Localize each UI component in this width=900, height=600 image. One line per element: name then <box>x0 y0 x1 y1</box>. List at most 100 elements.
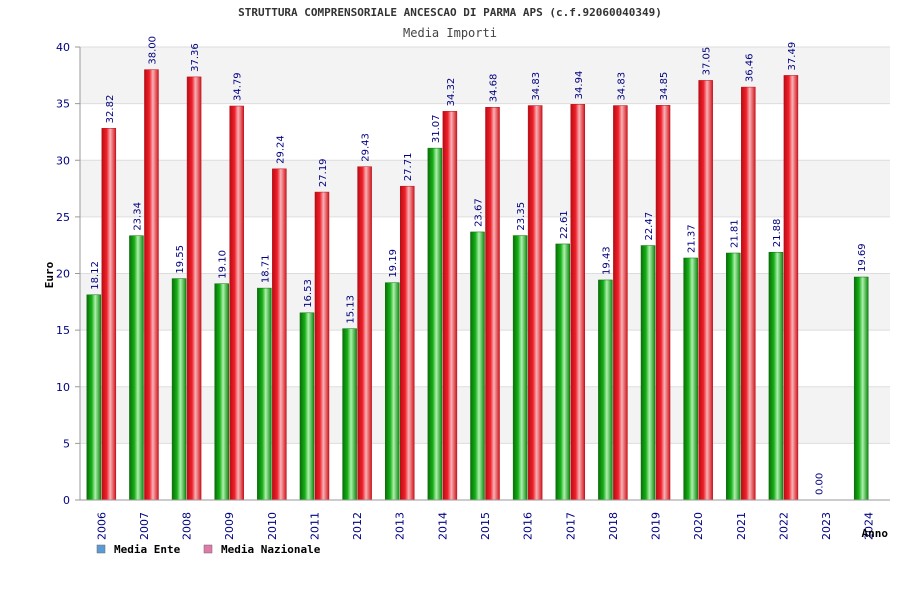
data-label-media-nazionale: 34.32 <box>446 78 457 107</box>
bar-media-nazionale <box>144 69 159 501</box>
bar-media-nazionale <box>613 105 628 501</box>
y-tick-labels: 0 5 10 15 20 25 30 35 40 <box>56 41 70 507</box>
bar-media-ente <box>555 243 571 501</box>
bar-media-ente <box>683 257 698 501</box>
bar-media-ente <box>214 283 229 501</box>
data-label-media-ente: 0.00 <box>815 473 826 495</box>
bar-media-nazionale <box>272 168 287 501</box>
data-label-media-ente: 22.61 <box>559 210 570 239</box>
data-label-media-ente: 23.67 <box>474 198 485 227</box>
y-tick-label: 0 <box>63 494 70 507</box>
bar-media-nazionale <box>698 80 713 501</box>
data-label-media-nazionale: 36.46 <box>744 53 755 82</box>
chart-title: STRUTTURA COMPRENSORIALE ANCESCAO DI PAR… <box>238 6 662 19</box>
bar-media-nazionale <box>357 166 372 501</box>
data-label-media-nazionale: 37.05 <box>702 47 713 76</box>
data-label-media-nazionale: 37.49 <box>787 42 798 71</box>
data-label-media-nazionale: 34.85 <box>659 72 670 101</box>
bar-media-ente <box>384 282 400 501</box>
bar-media-ente <box>726 252 741 501</box>
x-tick-label: 2010 <box>266 512 279 540</box>
y-tick-label: 10 <box>56 381 70 394</box>
x-tick-label: 2019 <box>650 512 663 540</box>
data-label-media-ente: 18.12 <box>90 261 101 290</box>
x-tick-labels: 2006 2007 2008 2009 2010 2011 2012 2013 2014 2015… <box>95 512 875 540</box>
data-label-media-ente: 21.88 <box>772 219 783 248</box>
data-label-media-ente: 23.34 <box>132 202 143 231</box>
legend-swatch <box>203 544 213 554</box>
bar-media-ente <box>257 287 272 501</box>
x-tick-label: 2013 <box>394 512 407 540</box>
bar-media-nazionale <box>186 76 202 501</box>
bar-media-ente <box>427 147 443 501</box>
x-tick-label: 2007 <box>138 512 151 540</box>
bar-media-ente <box>342 328 357 501</box>
x-tick-label: 2020 <box>692 512 705 540</box>
bar-media-ente <box>299 312 315 501</box>
plot-band <box>80 160 890 217</box>
data-label-media-nazionale: 27.71 <box>403 153 414 182</box>
bar-media-ente <box>853 276 869 501</box>
x-tick-label: 2016 <box>522 512 535 540</box>
data-label-media-ente: 15.13 <box>346 295 357 324</box>
y-tick-label: 15 <box>56 324 70 337</box>
data-label-media-ente: 19.19 <box>388 249 399 278</box>
bar-media-nazionale <box>655 105 671 501</box>
data-label-media-nazionale: 34.79 <box>233 72 244 101</box>
plot-band <box>80 103 890 161</box>
plot-band <box>80 47 890 104</box>
plot-band <box>80 273 890 331</box>
bar-media-nazionale <box>442 111 458 501</box>
x-tick-label: 2006 <box>95 512 108 540</box>
chart-subtitle: Media Importi <box>403 26 497 40</box>
bar-media-ente <box>129 235 144 501</box>
plot-band <box>80 386 890 444</box>
y-tick-label: 35 <box>56 98 70 111</box>
axes <box>79 47 890 501</box>
data-label-media-ente: 16.53 <box>303 279 314 308</box>
bar-media-nazionale <box>229 105 244 501</box>
value-labels: 18.12 32.82 23.34 38.00 19.55 37.36 19.10 34.79… <box>90 36 868 495</box>
plot-band <box>80 216 890 274</box>
y-tick-label: 40 <box>56 41 70 54</box>
x-tick-label: 2023 <box>820 512 833 540</box>
data-label-media-ente: 23.35 <box>516 202 527 231</box>
x-tick-label: 2014 <box>436 512 449 540</box>
data-label-media-nazionale: 34.94 <box>574 71 585 100</box>
x-tick-label: 2011 <box>308 512 321 540</box>
bar-media-nazionale <box>399 185 415 501</box>
legend-swatch <box>96 544 106 554</box>
bar-media-nazionale <box>485 106 500 501</box>
bar-media-nazionale <box>570 104 586 501</box>
bar-media-ente <box>598 279 613 501</box>
data-label-media-nazionale: 34.83 <box>531 72 542 101</box>
x-axis-label: Anno <box>862 527 889 540</box>
y-tick-label: 30 <box>56 154 70 167</box>
bar-media-nazionale <box>741 86 756 501</box>
x-tick-label: 2012 <box>351 512 364 540</box>
x-tick-label: 2008 <box>181 512 194 540</box>
data-label-media-ente: 21.37 <box>687 224 698 253</box>
plot-band <box>80 443 890 500</box>
data-label-media-ente: 19.55 <box>175 245 186 274</box>
x-tick-label: 2022 <box>777 512 790 540</box>
y-axis-label: Euro <box>43 261 56 288</box>
bar-media-nazionale <box>314 191 330 501</box>
legend-label: Media Ente <box>114 543 181 556</box>
data-label-media-nazionale: 34.83 <box>616 72 627 101</box>
y-tick-label: 5 <box>63 437 70 450</box>
plot-band <box>80 330 890 387</box>
data-label-media-nazionale: 34.68 <box>489 74 500 103</box>
bar-media-ente <box>171 278 187 501</box>
y-tick-label: 20 <box>56 268 70 281</box>
bar-media-nazionale <box>527 105 543 501</box>
data-label-media-ente: 18.71 <box>260 254 271 283</box>
bar-media-ente <box>640 245 656 501</box>
bar-media-ente <box>470 231 485 501</box>
legend-label: Media Nazionale <box>221 543 321 556</box>
data-label-media-ente: 21.81 <box>729 219 740 248</box>
data-label-media-ente: 19.69 <box>857 243 868 272</box>
bar-media-ente <box>512 235 528 501</box>
bar-media-nazionale <box>783 75 799 501</box>
